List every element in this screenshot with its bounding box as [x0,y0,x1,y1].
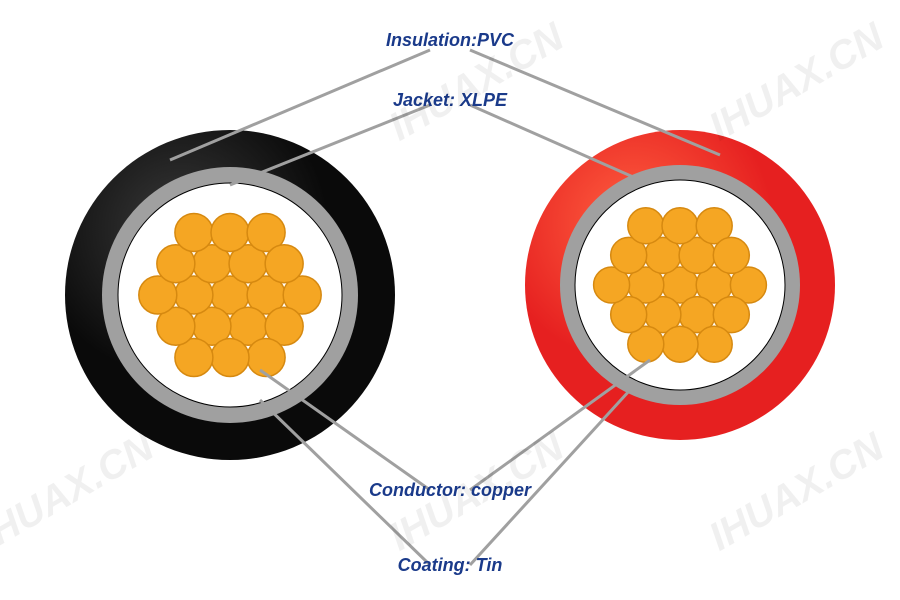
conductor-strand [211,213,249,251]
conductor-strand [662,208,698,244]
conductor-strand [628,208,664,244]
cable-black [65,130,395,460]
label-insulation: Insulation:PVC [350,30,550,51]
cable-red [525,130,835,440]
conductor-strand [175,213,213,251]
label-jacket: Jacket: XLPE [350,90,550,111]
conductor-strand [662,326,698,362]
label-coating: Coating: Tin [350,555,550,576]
conductor-strand [265,245,303,283]
conductor-strand [247,339,285,377]
leader-line [470,390,630,565]
conductor-strand [696,326,732,362]
label-conductor: Conductor: copper [350,480,550,501]
conductor-strand [713,237,749,273]
leader-line [470,105,640,180]
conductor-strand [211,339,249,377]
